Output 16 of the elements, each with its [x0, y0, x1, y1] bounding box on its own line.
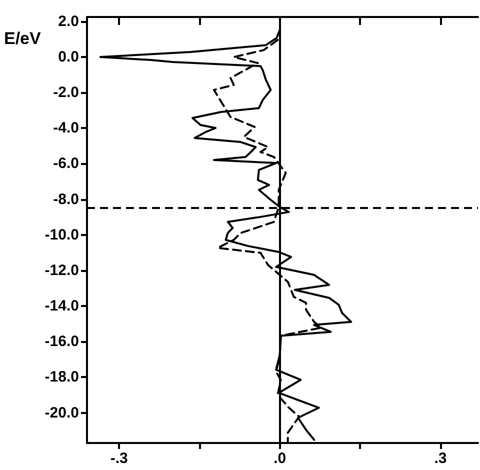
x-tick-label: .3 — [434, 450, 447, 467]
y-tick-label: 0.0 — [58, 48, 79, 66]
y-tick-label: -16.0 — [44, 333, 79, 350]
y-tick-label: -20.0 — [44, 404, 79, 422]
y-tick-label: -12.0 — [44, 262, 79, 279]
y-tick-label: -14.0 — [44, 298, 79, 315]
y-tick-label: 2.0 — [58, 12, 79, 30]
y-tick-label: -10.0 — [44, 226, 79, 244]
y-axis-title: E/eV — [4, 29, 42, 48]
y-tick-label: -2.0 — [53, 84, 79, 102]
y-tick-label: -4.0 — [53, 120, 79, 137]
x-tick-label: -.3 — [110, 450, 128, 467]
y-tick-label: -18.0 — [44, 368, 79, 386]
y-tick-label: -8.0 — [53, 190, 79, 208]
x-tick-label: .0 — [274, 450, 286, 467]
y-tick-label: -6.0 — [53, 155, 79, 172]
